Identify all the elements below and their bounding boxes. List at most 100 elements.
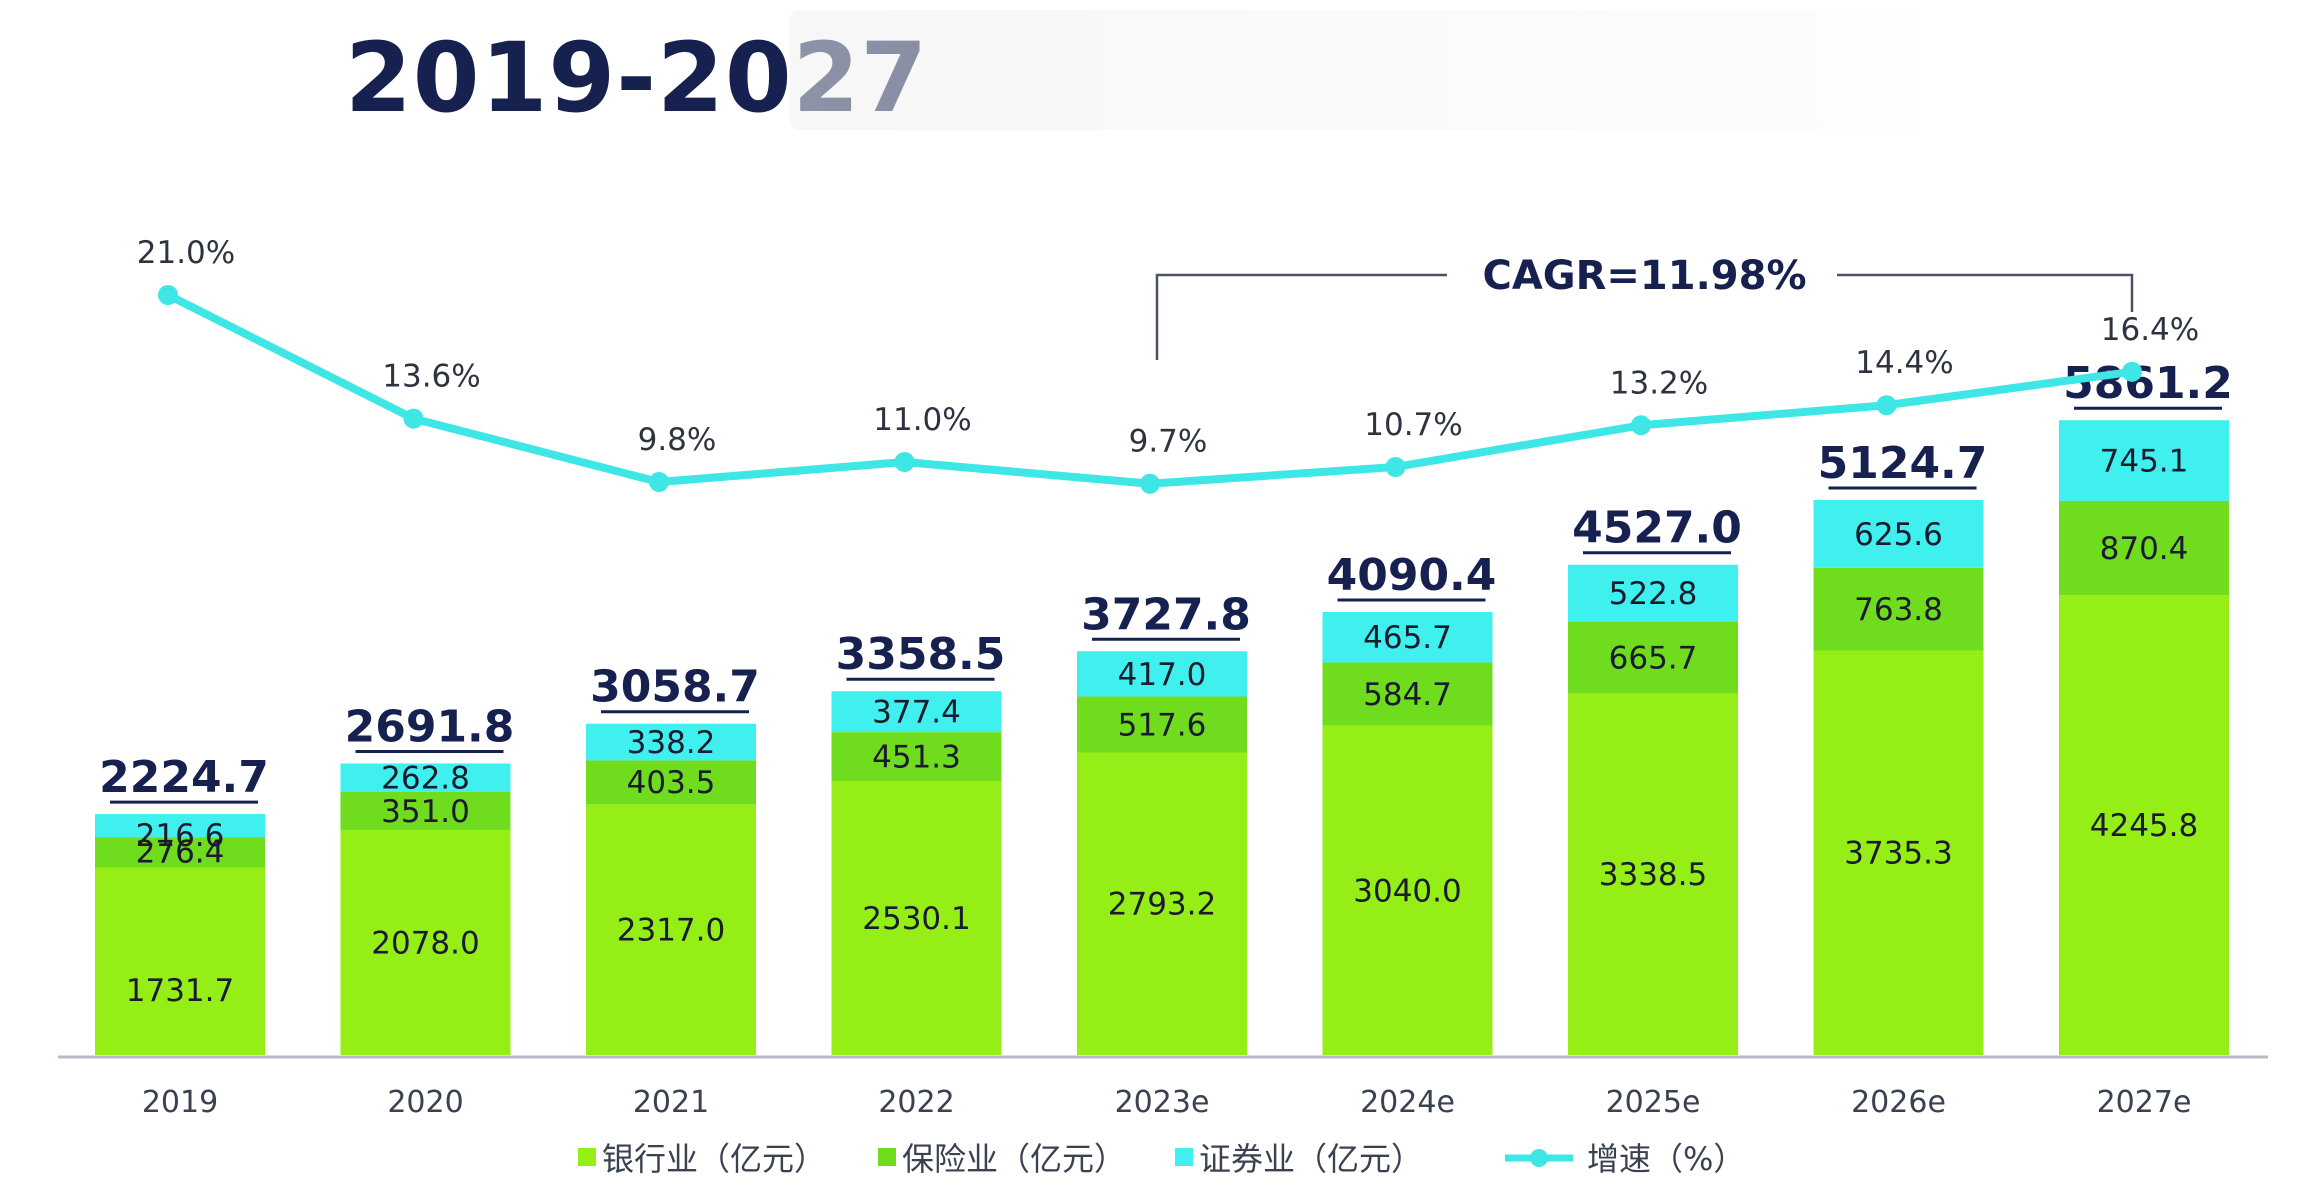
total-label: 5861.2 <box>2063 358 2233 409</box>
x-tick-label: 2019 <box>142 1085 218 1120</box>
data-label-bank: 4245.8 <box>2090 808 2198 844</box>
bar-securities-2024e <box>1322 612 1493 663</box>
bar-insurance-2022 <box>831 732 1002 781</box>
growth-label: 9.8% <box>638 422 717 458</box>
total-label: 5124.7 <box>1818 438 1988 489</box>
bar-bank-2024e <box>1322 725 1493 1055</box>
bar-insurance-2023e <box>1077 696 1247 753</box>
data-label-insurance: 451.3 <box>872 740 961 776</box>
legend-label-securities: 证券业（亿元） <box>1199 1140 1423 1178</box>
growth-point <box>894 452 915 472</box>
legend-label-growth: 增速（%） <box>1587 1140 1745 1178</box>
bar-bank-2027e <box>2059 595 2229 1055</box>
x-tick-label: 2020 <box>387 1085 463 1120</box>
bar-securities-2020 <box>340 763 511 792</box>
growth-point <box>649 472 669 493</box>
bar-securities-2021 <box>586 723 756 761</box>
data-label-insurance: 403.5 <box>627 765 716 801</box>
bar-securities-2023e <box>1077 651 1247 697</box>
data-label-insurance: 665.7 <box>1609 640 1698 676</box>
bar-securities-2025e <box>1568 564 1738 622</box>
bar-insurance-2025e <box>1568 621 1738 694</box>
data-label-securities: 465.7 <box>1363 620 1452 656</box>
growth-label: 21.0% <box>137 235 235 271</box>
growth-point <box>1631 415 1651 436</box>
growth-label: 13.2% <box>1610 365 1708 401</box>
data-label-bank: 3338.5 <box>1599 857 1707 893</box>
bar-insurance-2020 <box>340 791 511 830</box>
x-tick-label: 2025e <box>1606 1085 1701 1120</box>
total-label: 3727.8 <box>1081 589 1251 640</box>
bar-bank-2021 <box>586 804 756 1055</box>
data-label-securities: 417.0 <box>1118 657 1207 693</box>
data-label-securities: 216.6 <box>136 818 225 854</box>
total-label: 2224.7 <box>99 752 269 803</box>
cagr-bracket-right <box>1837 273 2134 312</box>
legend-swatch-insurance <box>878 1148 896 1166</box>
data-label-bank: 3040.0 <box>1353 873 1461 909</box>
data-label-insurance: 276.4 <box>136 834 225 870</box>
data-label-bank: 2317.0 <box>617 913 725 949</box>
legend-swatch-securities <box>1175 1148 1193 1166</box>
growth-label: 14.4% <box>1855 345 1953 381</box>
bar-insurance-2026e <box>1813 567 1984 651</box>
legend-label-bank: 银行业（亿元） <box>602 1140 826 1178</box>
data-label-securities: 745.1 <box>2100 444 2189 480</box>
bar-bank-2026e <box>1813 650 1984 1055</box>
bar-bank-2025e <box>1568 693 1738 1055</box>
blurred-title-region <box>790 10 1920 130</box>
data-label-bank: 2530.1 <box>862 901 970 937</box>
data-label-bank: 2793.2 <box>1108 887 1216 923</box>
bar-securities-2022 <box>831 691 1002 733</box>
growth-point <box>1876 395 1897 416</box>
legend-label-insurance: 保险业（亿元） <box>902 1140 1126 1178</box>
growth-point <box>1140 473 1160 494</box>
bar-insurance-2024e <box>1322 662 1493 726</box>
cagr-annotation: CAGR=11.98% <box>1482 253 1806 299</box>
data-label-insurance: 517.6 <box>1118 707 1207 743</box>
x-tick-label: 2022 <box>878 1085 954 1120</box>
data-label-securities: 522.8 <box>1609 576 1698 612</box>
bar-insurance-2021 <box>586 760 756 805</box>
data-label-bank: 3735.3 <box>1844 836 1952 872</box>
bar-bank-2023e <box>1077 752 1247 1055</box>
data-label-insurance: 870.4 <box>2100 531 2189 567</box>
data-label-bank: 1731.7 <box>126 973 234 1009</box>
data-label-insurance: 763.8 <box>1854 592 1943 628</box>
growth-point <box>158 285 178 305</box>
bar-securities-2019 <box>95 814 265 838</box>
data-label-securities: 377.4 <box>872 695 961 731</box>
growth-point <box>1385 457 1406 478</box>
total-label: 4527.0 <box>1572 503 1742 554</box>
bar-securities-2027e <box>2059 420 2229 501</box>
total-label: 3358.5 <box>836 629 1006 680</box>
data-label-bank: 2078.0 <box>371 925 479 961</box>
total-label: 2691.8 <box>345 701 515 752</box>
growth-label: 13.6% <box>382 359 480 395</box>
bar-insurance-2019 <box>95 837 265 868</box>
growth-label: 10.7% <box>1364 407 1462 443</box>
cagr-bracket-left <box>1155 273 1447 360</box>
x-tick-label: 2027e <box>2097 1085 2192 1120</box>
data-label-securities: 262.8 <box>381 761 470 797</box>
data-label-securities: 625.6 <box>1854 517 1943 553</box>
growth-label: 9.7% <box>1129 424 1208 460</box>
growth-point <box>403 408 424 429</box>
data-label-insurance: 584.7 <box>1363 677 1452 713</box>
bar-bank-2020 <box>340 829 511 1055</box>
x-tick-label: 2023e <box>1115 1085 1210 1120</box>
x-tick-label: 2026e <box>1851 1085 1946 1120</box>
bar-bank-2019 <box>95 867 265 1055</box>
total-label: 4090.4 <box>1327 550 1497 601</box>
growth-label: 11.0% <box>873 402 971 438</box>
x-tick-label: 2024e <box>1360 1085 1455 1120</box>
data-label-insurance: 351.0 <box>381 794 470 830</box>
growth-point <box>2122 361 2142 382</box>
legend-marker-growth <box>1530 1149 1548 1167</box>
total-label: 3058.7 <box>590 662 760 713</box>
bar-securities-2026e <box>1813 499 1984 568</box>
bar-bank-2022 <box>831 780 1002 1055</box>
bar-insurance-2027e <box>2059 500 2229 596</box>
